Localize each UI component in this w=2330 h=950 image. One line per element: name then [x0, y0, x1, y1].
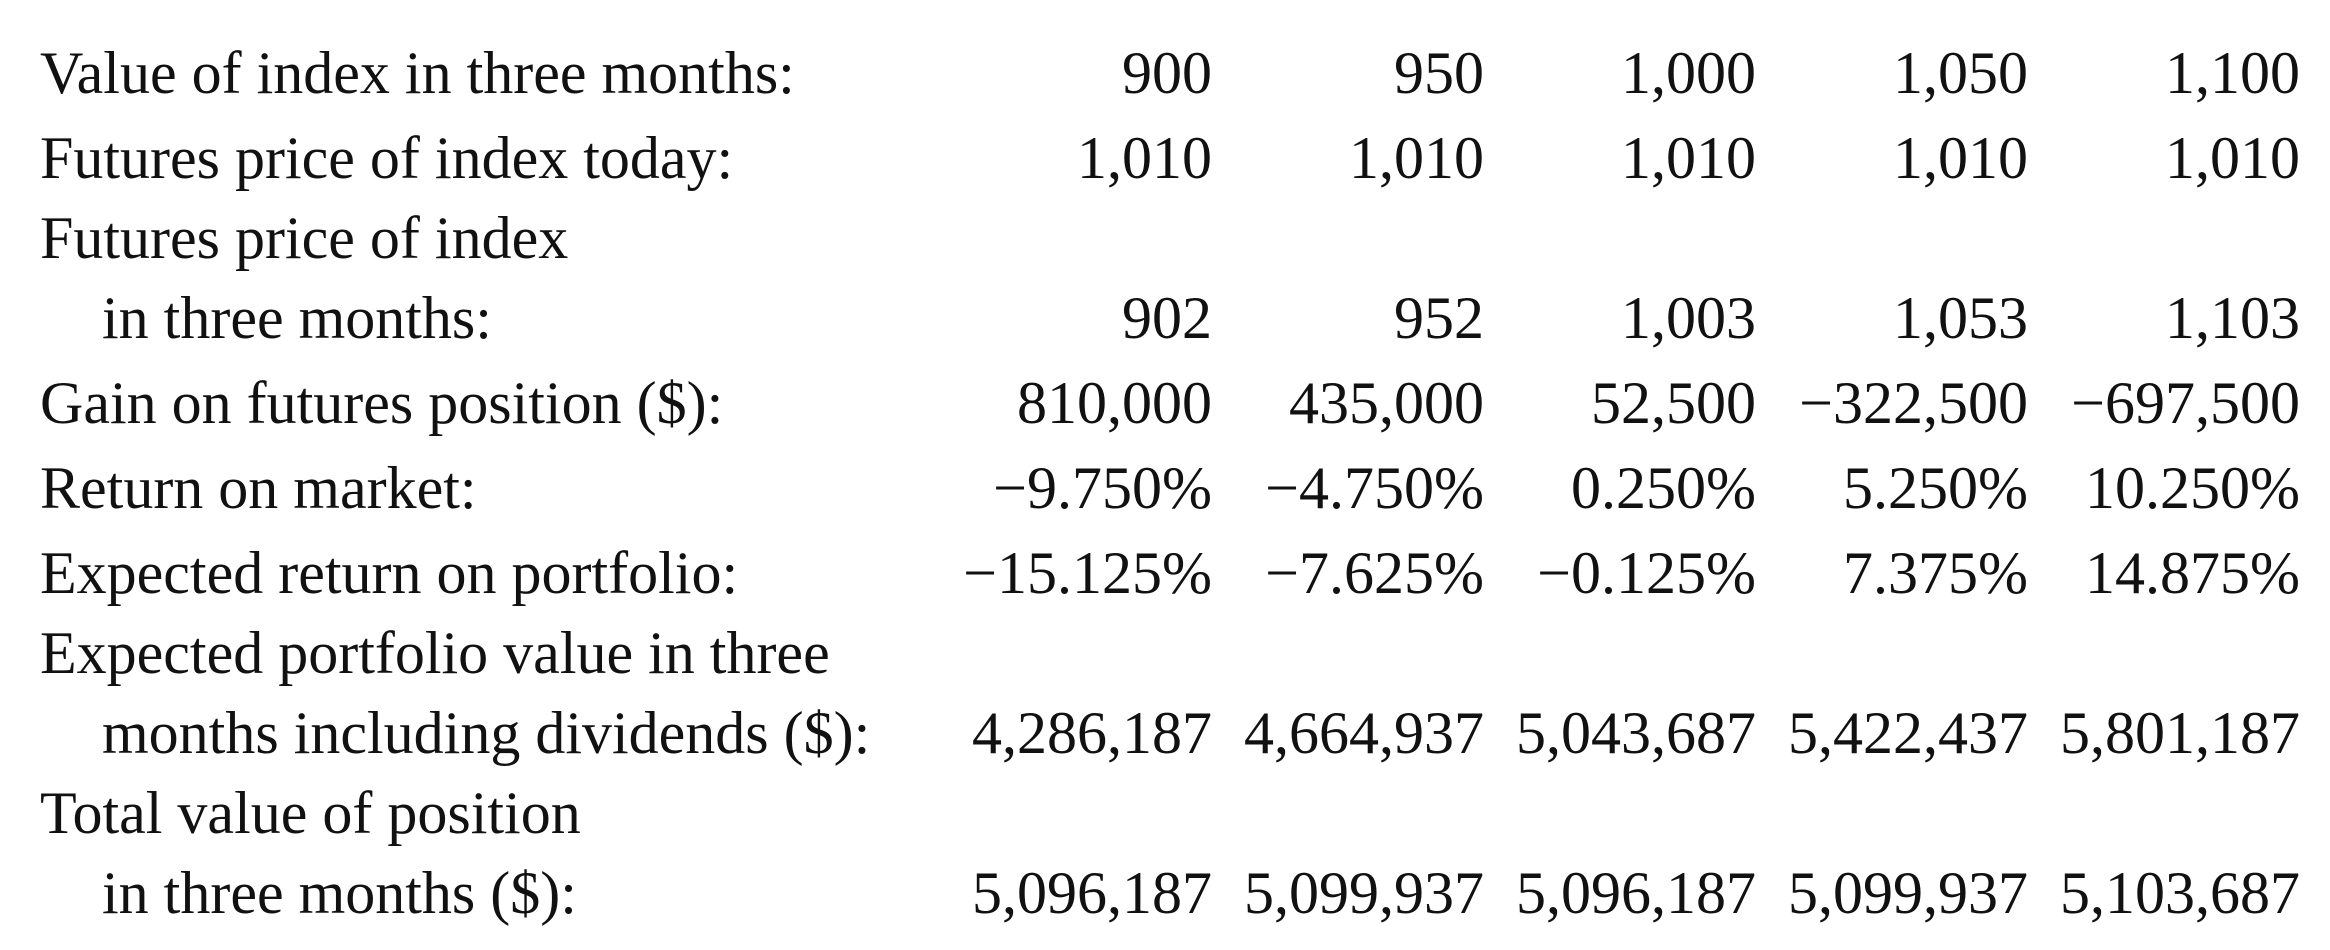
cell-value: 5,099,937: [1244, 860, 1484, 926]
cell-value: 1,010: [1893, 125, 2028, 191]
row-label: Expected portfolio value in three months…: [40, 620, 871, 766]
cell-value: 5,096,187: [1516, 860, 1756, 926]
cell-value: −7.625%: [1265, 540, 1484, 606]
table-row: Expected return on portfolio: −15.125% −…: [40, 528, 2300, 613]
cell-value: 1,050: [1893, 40, 2028, 106]
cell-value: 810,000: [1017, 370, 1212, 436]
row-label: Gain on futures position ($):: [40, 370, 724, 436]
cell-value: 1,103: [2165, 285, 2300, 351]
cell-value: 902: [1122, 285, 1212, 351]
row-label: Expected return on portfolio:: [40, 540, 739, 606]
row-label: Total value of position in three months …: [40, 780, 581, 926]
row-label: Return on market:: [40, 455, 477, 521]
row-label: Value of index in three months:: [40, 40, 795, 106]
cell-value: −4.750%: [1265, 455, 1484, 521]
row-label: Futures price of index in three months:: [40, 205, 569, 351]
cell-value: 1,010: [2165, 125, 2300, 191]
table-row: Return on market: −9.750% −4.750% 0.250%…: [40, 443, 2300, 528]
row-label: Futures price of index today:: [40, 125, 734, 191]
cell-value: −322,500: [1799, 370, 2028, 436]
cell-value: 1,100: [2165, 40, 2300, 106]
cell-value: −697,500: [2071, 370, 2300, 436]
table-row: Futures price of index today: 1,010 1,01…: [40, 113, 2300, 198]
cell-value: 1,010: [1621, 125, 1756, 191]
cell-value: 4,664,937: [1244, 700, 1484, 766]
cell-value: 1,053: [1893, 285, 2028, 351]
cell-value: 5,801,187: [2060, 700, 2300, 766]
cell-value: 1,010: [1077, 125, 1212, 191]
cell-value: 952: [1394, 285, 1484, 351]
cell-value: 435,000: [1289, 370, 1484, 436]
cell-value: 5.250%: [1843, 455, 2028, 521]
table-row: Futures price of index in three months: …: [40, 198, 2300, 358]
cell-value: 14.875%: [2085, 540, 2300, 606]
table-row: Value of index in three months: 900 950 …: [40, 28, 2300, 113]
cell-value: 5,099,937: [1788, 860, 2028, 926]
table-row: Expected portfolio value in three months…: [40, 613, 2300, 773]
cell-value: −0.125%: [1537, 540, 1756, 606]
cell-value: 5,096,187: [972, 860, 1212, 926]
cell-value: −9.750%: [993, 455, 1212, 521]
cell-value: −15.125%: [963, 540, 1212, 606]
cell-value: 10.250%: [2085, 455, 2300, 521]
cell-value: 5,103,687: [2060, 860, 2300, 926]
cell-value: 7.375%: [1843, 540, 2028, 606]
table-row: Total value of position in three months …: [40, 773, 2300, 933]
cell-value: 950: [1394, 40, 1484, 106]
cell-value: 0.250%: [1571, 455, 1756, 521]
table-row: Gain on futures position ($): 810,000 43…: [40, 358, 2300, 443]
cell-value: 4,286,187: [972, 700, 1212, 766]
cell-value: 900: [1122, 40, 1212, 106]
hedging-table: Value of index in three months: 900 950 …: [40, 28, 2300, 933]
cell-value: 5,422,437: [1788, 700, 2028, 766]
cell-value: 1,000: [1621, 40, 1756, 106]
cell-value: 5,043,687: [1516, 700, 1756, 766]
cell-value: 1,003: [1621, 285, 1756, 351]
cell-value: 1,010: [1349, 125, 1484, 191]
cell-value: 52,500: [1591, 370, 1756, 436]
